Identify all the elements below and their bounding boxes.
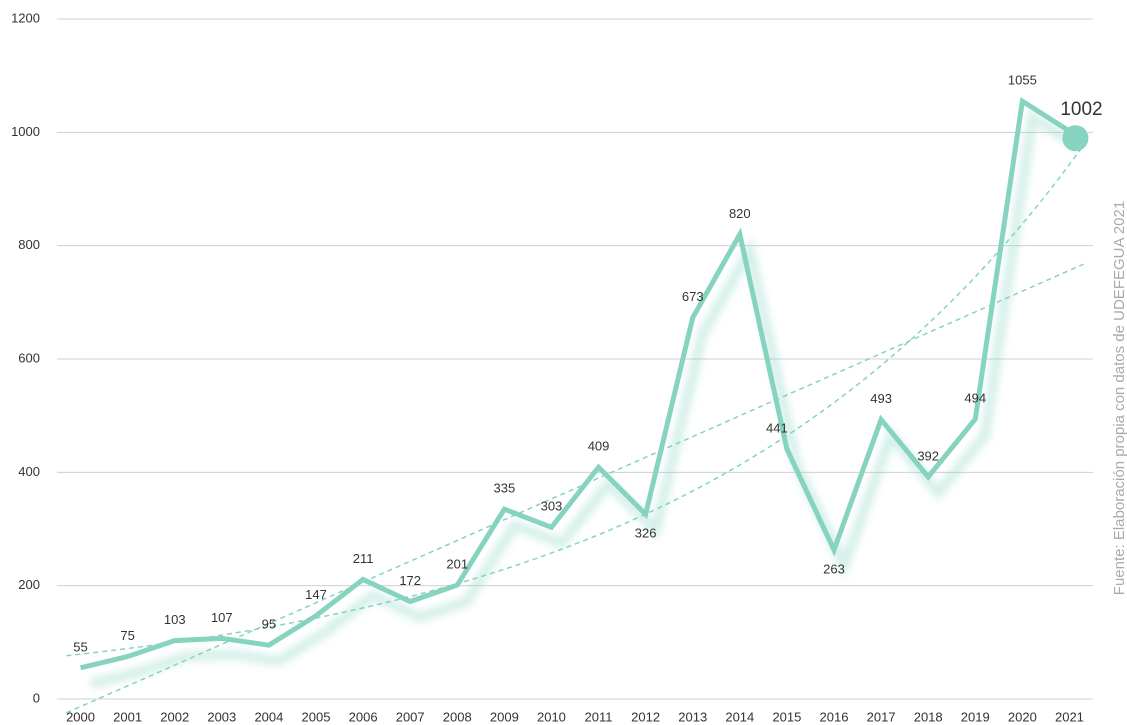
- x-tick-label: 2004: [254, 709, 283, 724]
- value-label: 820: [729, 206, 751, 221]
- value-label: 103: [164, 612, 186, 627]
- value-label: 201: [446, 557, 468, 572]
- x-tick-label: 2020: [1008, 709, 1037, 724]
- value-label: 494: [964, 391, 986, 406]
- y-tick-label: 600: [18, 350, 40, 365]
- value-label: 1002: [1060, 99, 1102, 120]
- source-note: Fuente: Elaboración propia con datos de …: [1111, 201, 1127, 595]
- x-tick-label: 2000: [66, 709, 95, 724]
- x-tick-label: 2008: [443, 709, 472, 724]
- y-tick-label: 200: [18, 577, 40, 592]
- value-label: 75: [120, 628, 134, 643]
- value-label: 211: [353, 551, 374, 566]
- value-label: 147: [305, 587, 327, 602]
- value-label: 441: [766, 421, 788, 436]
- value-label: 326: [635, 526, 657, 541]
- x-tick-label: 2013: [678, 709, 707, 724]
- x-tick-label: 2014: [725, 709, 754, 724]
- y-tick-label: 800: [18, 237, 40, 252]
- value-label: 493: [870, 391, 892, 406]
- x-tick-label: 2017: [867, 709, 896, 724]
- x-tick-label: 2015: [772, 709, 801, 724]
- value-label: 263: [823, 561, 845, 576]
- data-line: [79, 96, 1071, 671]
- line-shadow: [89, 108, 1083, 689]
- x-tick-label: 2011: [585, 709, 613, 724]
- x-tick-label: 2010: [537, 709, 566, 724]
- y-tick-label: 1200: [11, 10, 40, 25]
- x-tick-label: 2018: [914, 709, 943, 724]
- value-label: 673: [682, 289, 704, 304]
- end-dot: [1062, 125, 1089, 152]
- x-tick-label: 2003: [207, 709, 236, 724]
- x-tick-label: 2019: [961, 709, 990, 724]
- x-tick-label: 2006: [349, 709, 378, 724]
- x-tick-label: 2007: [396, 709, 425, 724]
- trend-curve: [66, 144, 1085, 657]
- value-label: 392: [917, 448, 939, 463]
- x-tick-label: 2016: [820, 709, 849, 724]
- x-tick-label: 2012: [631, 709, 660, 724]
- y-tick-label: 0: [33, 690, 40, 705]
- value-label: 1055: [1008, 73, 1037, 88]
- y-tick-label: 1000: [11, 124, 40, 139]
- value-label: 303: [541, 499, 563, 514]
- x-tick-label: 2001: [113, 709, 142, 724]
- value-label: 335: [494, 481, 516, 496]
- value-label: 95: [262, 617, 276, 632]
- value-label: 172: [399, 573, 421, 588]
- x-tick-label: 2021: [1055, 709, 1084, 724]
- value-label: 409: [588, 439, 610, 454]
- value-label: 55: [73, 639, 87, 654]
- x-tick-label: 2005: [302, 709, 331, 724]
- x-tick-label: 2009: [490, 709, 519, 724]
- x-tick-label: 2002: [160, 709, 189, 724]
- y-tick-label: 400: [18, 464, 40, 479]
- value-label: 107: [211, 610, 233, 625]
